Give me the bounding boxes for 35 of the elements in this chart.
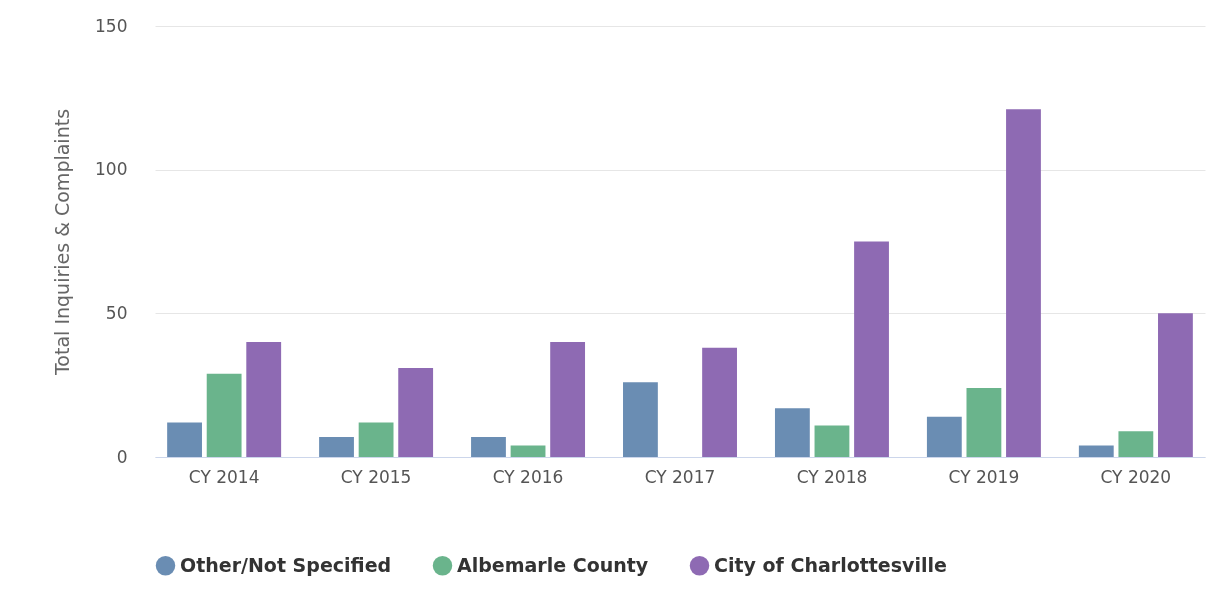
x-tick-label: CY 2019 [948,466,1020,487]
bar [1118,431,1154,457]
bar [1158,313,1193,457]
bar [1006,109,1041,457]
y-tick-label: 150 [95,15,128,36]
y-tick-label: 50 [105,302,128,323]
x-tick-label: CY 2015 [340,466,412,487]
legend-label: Other/Not Specified [180,553,392,576]
x-tick-label: CY 2020 [1100,466,1172,487]
x-tick-label: CY 2018 [796,466,868,487]
bar [246,342,282,457]
x-tick-label: CY 2017 [644,466,716,487]
bar [471,436,506,457]
bar [623,382,658,457]
bar [167,422,202,457]
bar [398,367,434,457]
bar [206,373,242,457]
bar [358,422,394,457]
x-tick-label: CY 2016 [492,466,564,487]
bar [926,416,962,457]
legend-label: City of Charlottesville [714,553,947,576]
bar [550,342,586,457]
bar [510,445,546,457]
bar [966,388,1002,457]
bar [854,241,889,457]
bar [1078,445,1114,457]
bar [814,425,850,457]
bar [319,436,354,457]
bar [702,347,737,457]
y-tick-label: 0 [116,446,128,467]
x-tick-label: CY 2014 [188,466,260,487]
y-axis-title: Total Inquiries & Complaints [51,108,74,377]
legend-label: Albemarle County [457,553,649,576]
y-tick-label: 100 [95,159,128,180]
bar [774,408,810,457]
